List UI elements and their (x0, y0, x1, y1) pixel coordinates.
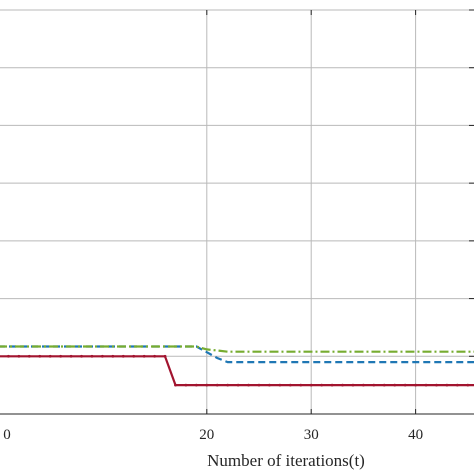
series-marker-2-39 (403, 383, 407, 387)
series-marker-2-35 (362, 383, 365, 387)
x-tick-label-1: 20 (199, 427, 214, 443)
x-axis-label: Number of iterations(t) (207, 451, 365, 470)
series-marker-2-17 (174, 383, 177, 387)
x-tick-label-3: 40 (408, 427, 423, 443)
series-marker-2-27 (278, 383, 282, 387)
series-line-2 (0, 355, 474, 387)
series-marker-2-26 (268, 383, 271, 387)
series-marker-2-41 (424, 383, 428, 387)
series-group (0, 345, 474, 387)
series-marker-2-4 (38, 354, 42, 358)
series-marker-2-18 (184, 383, 188, 387)
series-marker-2-3 (27, 354, 31, 358)
x-tick-label-0: 0 (3, 427, 11, 443)
series-marker-2-8 (80, 354, 83, 358)
series-marker-2-22 (226, 383, 230, 387)
series-marker-2-15 (153, 354, 157, 358)
series-line-1 (0, 345, 474, 353)
series-marker-2-6 (59, 354, 63, 358)
series-marker-2-24 (247, 383, 250, 387)
series-marker-2-23 (236, 383, 240, 387)
series-marker-2-5 (48, 354, 52, 358)
series-marker-2-13 (132, 354, 136, 358)
series-marker-2-25 (257, 383, 261, 387)
series-marker-2-45 (466, 383, 470, 387)
series-marker-2-38 (393, 383, 397, 387)
series-marker-2-29 (299, 383, 303, 387)
series-marker-2-20 (205, 383, 209, 387)
series-marker-2-21 (215, 383, 219, 387)
series-marker-2-31 (320, 383, 324, 387)
series-marker-2-9 (90, 354, 94, 358)
grid (0, 9, 474, 414)
series-marker-2-36 (372, 383, 376, 387)
series-marker-2-28 (288, 383, 292, 387)
series-marker-2-12 (121, 354, 125, 358)
series-marker-2-2 (17, 354, 21, 358)
series-marker-2-7 (69, 354, 73, 358)
series-marker-2-44 (455, 383, 459, 387)
series-marker-2-10 (101, 354, 104, 358)
series-marker-2-32 (330, 383, 334, 387)
series-marker-2-16 (163, 354, 167, 358)
series-marker-2-34 (351, 383, 355, 387)
axes (0, 9, 474, 415)
series-line-0 (0, 345, 474, 364)
series-marker-2-37 (382, 383, 386, 387)
series-marker-2-33 (341, 383, 344, 387)
series-marker-2-11 (111, 354, 115, 358)
series-marker-2-14 (142, 354, 146, 358)
tick-labels: 0 20 30 40 (3, 427, 423, 443)
series-marker-2-42 (435, 383, 438, 387)
series-marker-2-1 (7, 354, 10, 358)
series-marker-2-43 (445, 383, 449, 387)
series-marker-2-19 (194, 383, 198, 387)
series-marker-2-30 (309, 383, 313, 387)
x-tick-label-2: 30 (304, 427, 319, 443)
series-marker-2-40 (414, 383, 417, 387)
